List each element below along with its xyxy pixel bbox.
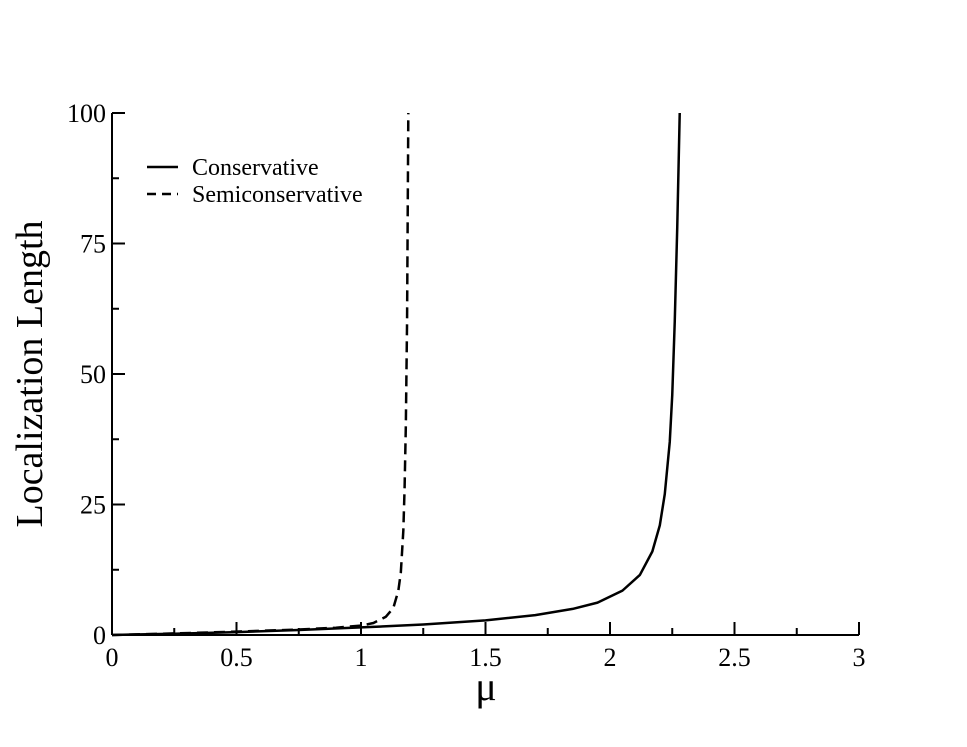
legend-label-semiconservative: Semiconservative <box>192 182 363 208</box>
y-tick-label: 50 <box>80 360 106 389</box>
series-line-semiconservative <box>111 112 410 637</box>
y-tick-label: 75 <box>80 230 106 259</box>
series-layer <box>111 112 681 637</box>
y-tick-label: 100 <box>67 99 106 128</box>
x-axis-title: μ <box>475 664 496 709</box>
x-tick-label: 2 <box>604 643 617 672</box>
y-tick-label: 25 <box>80 491 106 520</box>
x-tick-label: 1 <box>355 643 368 672</box>
x-tick-label: 0 <box>106 643 119 672</box>
x-tick-label: 3 <box>853 643 866 672</box>
y-axis-title: Localization Length <box>9 220 51 527</box>
y-tick-label: 0 <box>93 621 106 650</box>
x-tick-label: 1.5 <box>469 643 502 672</box>
x-tick-label: 2.5 <box>718 643 751 672</box>
axes: 0 0.5 1 1.5 2 2.5 3 0 25 50 75 100 <box>67 99 866 672</box>
x-tick-label: 0.5 <box>220 643 253 672</box>
legend-label-conservative: Conservative <box>192 155 319 181</box>
